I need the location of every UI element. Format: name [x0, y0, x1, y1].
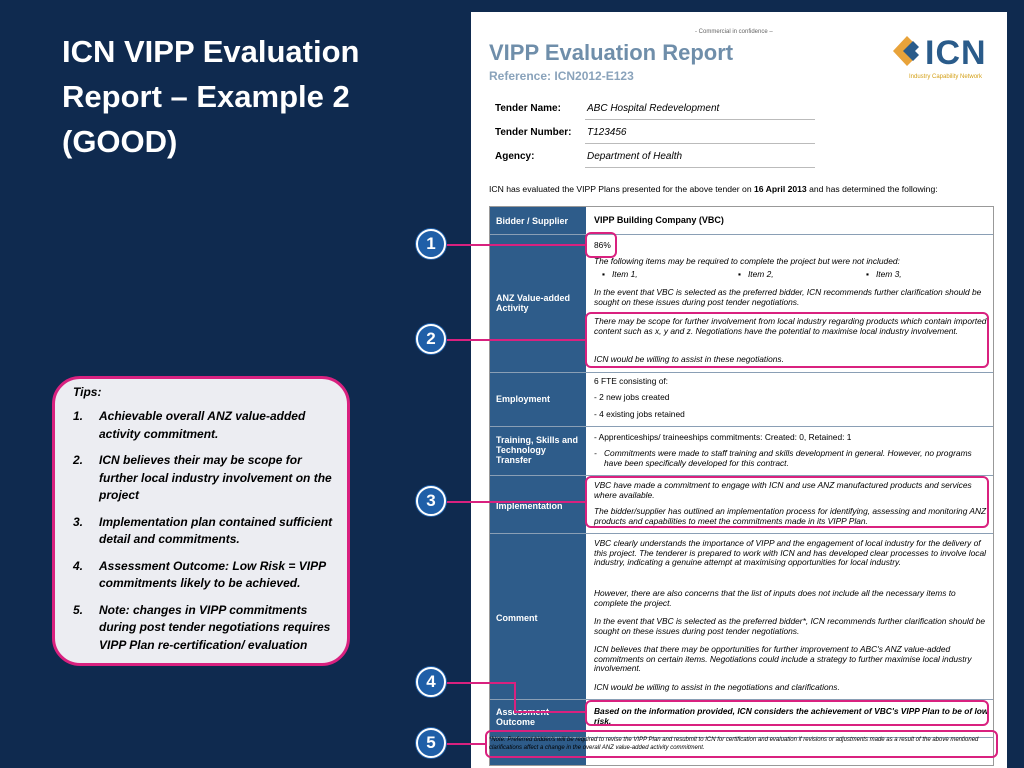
assessment-label: Assessment Outcome — [496, 707, 550, 727]
evaluation-date: 16 April 2013 — [754, 184, 807, 194]
tips-box: Tips: 1. Achievable overall ANZ value-add… — [52, 376, 350, 666]
implementation-label: Implementation — [496, 501, 563, 511]
employment-line: - 2 new jobs created — [594, 392, 670, 402]
comment-paragraph: However, there are also concerns that th… — [594, 588, 956, 608]
meta-label: Tender Number: — [495, 127, 572, 138]
tip-item: 3. Implementation plan contained sufficie… — [73, 514, 333, 547]
tips-heading: Tips: — [73, 385, 102, 399]
confidential-notice: - Commercial in confidence – — [695, 29, 773, 35]
comment-paragraph: ICN would be willing to assist in the ne… — [594, 682, 840, 692]
comment-paragraph: In the event that VBC is selected as the… — [594, 616, 986, 636]
callout-badge-4: 4 — [416, 667, 446, 697]
assessment-text: Based on the information provided, ICN c… — [594, 706, 989, 726]
employment-line: 6 FTE consisting of: — [594, 376, 669, 386]
callout-badge-2: 2 — [416, 324, 446, 354]
evaluation-report-document: - Commercial in confidence – VIPP Evalua… — [471, 12, 1007, 768]
tip-item: 2. ICN believes their may be scope for fu… — [73, 453, 332, 502]
intro-statement: ICN has evaluated the VIPP Plans present… — [489, 184, 938, 194]
callout-box-2 — [585, 312, 989, 368]
slide-title: ICN VIPP Evaluation Report – Example 2 (… — [62, 34, 360, 159]
anz-percent: 86% — [594, 240, 611, 250]
meta-value: ABC Hospital Redevelopment — [587, 103, 720, 114]
training-line: - Commitments were made to staff training… — [594, 448, 972, 468]
training-label: Training, Skills and Technology Transfer — [496, 435, 579, 465]
callout-box-5 — [485, 730, 998, 758]
report-reference: Reference: ICN2012-E123 — [489, 69, 634, 83]
anz-items-intro: The following items may be required to c… — [594, 256, 900, 266]
callout-connector-1 — [446, 244, 585, 246]
callout-connector-2 — [446, 339, 585, 341]
anz-item: ▪ Item 1, — [602, 269, 638, 279]
meta-value: Department of Health — [587, 151, 683, 162]
icn-logo-text: ICN — [925, 34, 987, 72]
meta-label: Tender Name: — [495, 103, 561, 114]
bidder-value: VIPP Building Company (VBC) — [594, 215, 724, 225]
footnote: *Note: Preferred bidder/s will be requir… — [489, 737, 979, 751]
anz-paragraph: ICN would be willing to assist in these … — [594, 354, 784, 364]
tender-name-row: Tender Name: ABC Hospital Redevelopment — [495, 96, 815, 120]
bidder-label: Bidder / Supplier — [496, 216, 569, 226]
meta-label: Agency: — [495, 151, 535, 162]
callout-box-1 — [585, 232, 617, 258]
callout-connector-4-vertical — [514, 682, 516, 713]
callout-connector-5 — [446, 743, 485, 745]
comment-paragraph: VBC clearly understands the importance o… — [594, 538, 986, 568]
anz-item: ▪ Item 3, — [866, 269, 902, 279]
employment-line: - 4 existing jobs retained — [594, 409, 685, 419]
callout-badge-5: 5 — [416, 728, 446, 758]
implementation-paragraph: VBC have made a commitment to engage wit… — [594, 480, 972, 500]
tips-list: 1. Achievable overall ANZ value-added act… — [73, 408, 333, 654]
agency-row: Agency: Department of Health — [495, 144, 815, 168]
callout-connector-4-end — [514, 711, 585, 713]
callout-badge-1: 1 — [416, 229, 446, 259]
callout-badge-3: 3 — [416, 486, 446, 516]
anz-item: ▪ Item 2, — [738, 269, 774, 279]
comment-label: Comment — [496, 613, 538, 623]
icn-logo-icon — [893, 36, 919, 66]
icn-logo-subtitle: Industry Capability Network — [909, 74, 983, 80]
training-line: - Apprenticeships/ traineeships commitme… — [594, 432, 852, 442]
tip-item: 4. Assessment Outcome: Low Risk = VIPP co… — [73, 558, 326, 591]
anz-paragraph: In the event that VBC is selected as the… — [594, 287, 982, 307]
comment-paragraph: ICN believes that there may be opportuni… — [594, 644, 972, 674]
tip-item: 5. Note: changes in VIPP commitments duri… — [73, 602, 331, 652]
report-title: VIPP Evaluation Report — [489, 40, 734, 65]
callout-connector-3 — [446, 501, 585, 503]
callout-connector-4 — [446, 682, 516, 684]
evaluation-table: Bidder / Supplier VIPP Building Company … — [489, 206, 994, 766]
employment-label: Employment — [496, 394, 551, 404]
meta-value: T123456 — [587, 127, 627, 138]
implementation-paragraph: The bidder/supplier has outlined an impl… — [594, 506, 987, 526]
callout-box-4 — [585, 700, 989, 726]
tip-item: 1. Achievable overall ANZ value-added act… — [73, 409, 306, 441]
tender-number-row: Tender Number: T123456 — [495, 120, 815, 144]
callout-box-3 — [585, 476, 989, 528]
anz-paragraph: There may be scope for further involveme… — [594, 316, 987, 336]
anz-label: ANZ Value-added Activity — [496, 293, 571, 313]
icn-logo: ICN Industry Capability Network — [889, 32, 993, 92]
